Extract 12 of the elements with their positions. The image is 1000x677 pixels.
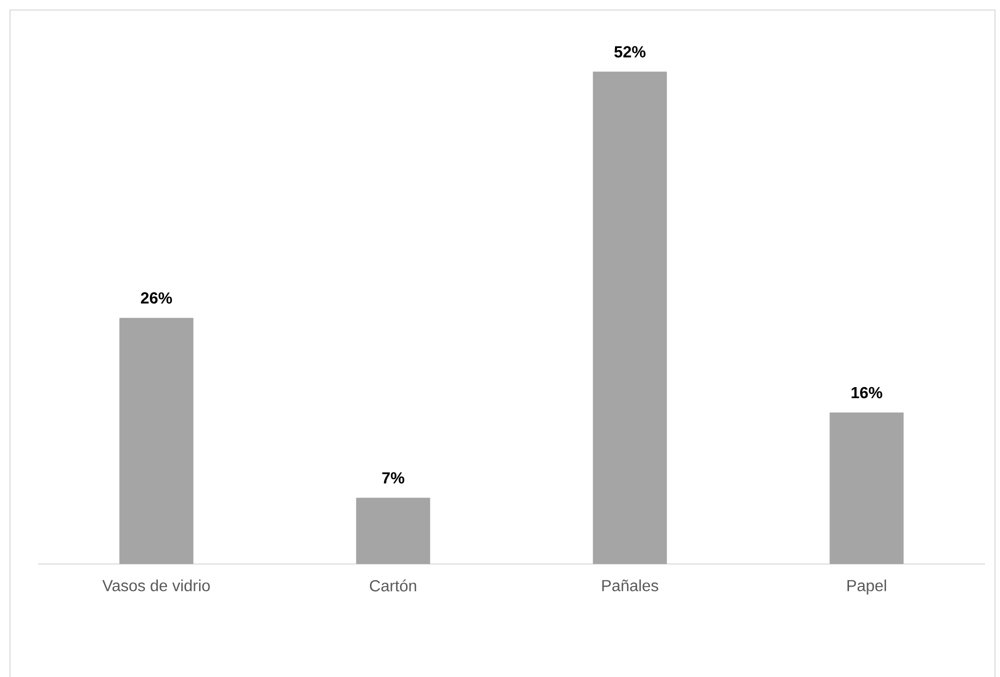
data-label: 16% bbox=[852, 386, 882, 398]
data-label: 7% bbox=[382, 472, 404, 484]
x-tick-label: Pañales bbox=[602, 580, 658, 592]
data-label: 52% bbox=[614, 46, 646, 58]
x-tick-label: Vasos de vidrio bbox=[102, 580, 210, 592]
bar bbox=[356, 498, 430, 564]
data-label: 26% bbox=[140, 292, 172, 304]
x-tick-label: Papel bbox=[847, 580, 886, 594]
bar bbox=[830, 412, 904, 564]
bar bbox=[592, 72, 667, 564]
bar bbox=[119, 318, 194, 564]
x-tick-label: Cartón bbox=[370, 580, 416, 592]
